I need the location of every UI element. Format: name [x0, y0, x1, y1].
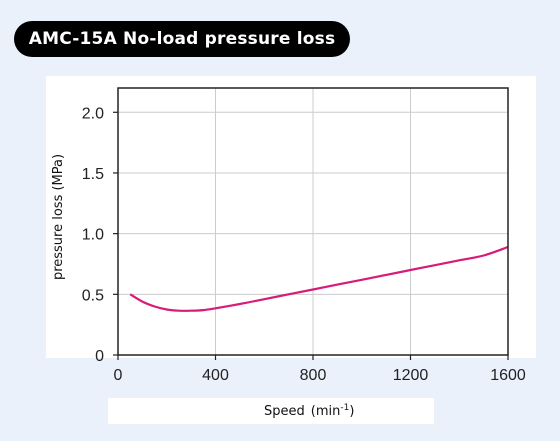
y-tick-labels: 0 0.5 1.0 1.5 2.0 [82, 105, 104, 365]
x-tick-label: 1200 [393, 367, 429, 384]
chart-title: AMC-15A No-load pressure loss [14, 21, 350, 57]
x-axis-title: Speed (min-1) [264, 403, 354, 419]
x-axis-label-bg [108, 398, 434, 424]
plot-frame [117, 87, 509, 356]
x-tick-label: 1600 [490, 367, 526, 384]
y-tick-label: 0 [95, 348, 104, 365]
y-tick-label: 1.5 [82, 166, 104, 183]
y-axis-title: pressure loss (MPa) [51, 154, 66, 280]
ticks [113, 111, 509, 360]
x-tick-label: 0 [114, 367, 123, 384]
x-tick-labels: 0 400 800 1200 1600 [114, 367, 526, 384]
x-tick-label: 800 [300, 367, 327, 384]
y-tick-label: 2.0 [82, 105, 104, 122]
y-tick-label: 0.5 [82, 287, 104, 304]
pressure-loss-line [129, 245, 509, 312]
x-tick-label: 400 [202, 367, 229, 384]
y-tick-label: 1.0 [82, 227, 104, 244]
grid [118, 88, 508, 355]
